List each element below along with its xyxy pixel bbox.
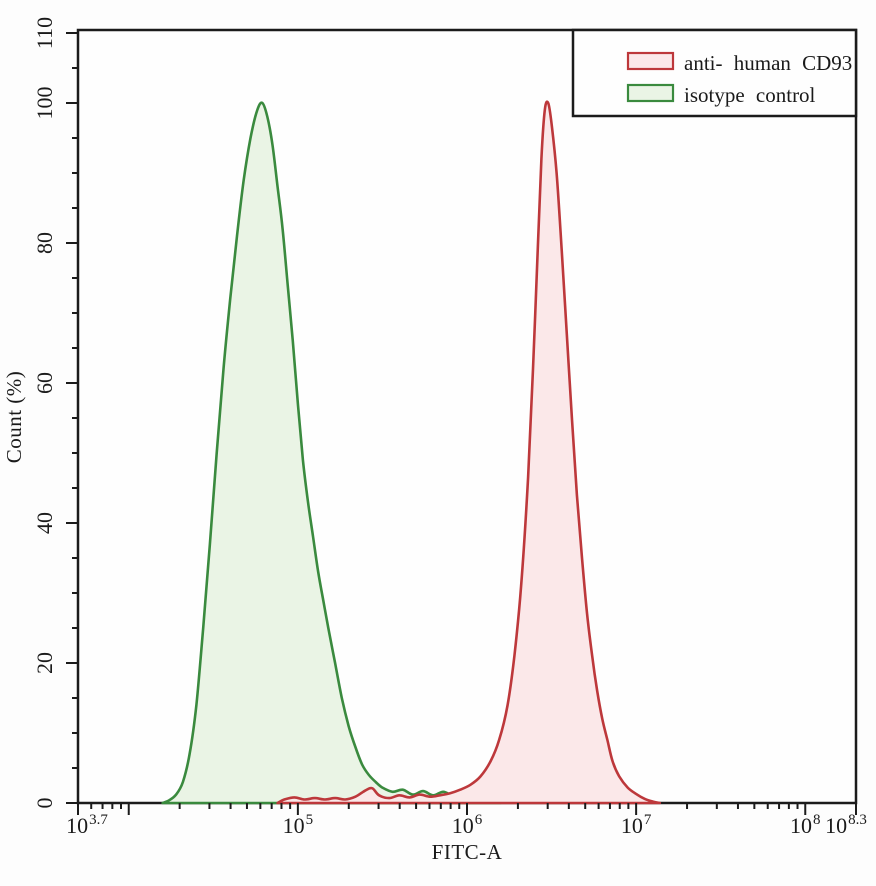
series-curve-anti-human-cd93: [276, 100, 662, 805]
legend-label-cd93: anti- human CD93: [684, 51, 852, 75]
x-tick-label: 103.7: [66, 812, 108, 838]
y-tick-label: 0: [32, 798, 57, 809]
y-axis-label: Count (%): [2, 371, 26, 464]
ticks-layer: [66, 32, 857, 815]
x-axis-label: FITC-A: [432, 840, 503, 864]
legend-label-isotype: isotype control: [684, 83, 816, 107]
legend-swatch-cd93: [626, 51, 675, 71]
plot-frame: [76, 28, 858, 805]
y-tick-label: 100: [32, 87, 57, 120]
y-tick-label: 60: [32, 372, 57, 394]
y-tick-label: 80: [32, 232, 57, 254]
tick-labels-layer: 103.7 105 106 107 108 108.3 0 20 40 60 80 100 110: [32, 17, 867, 838]
y-tick-label: 40: [32, 512, 57, 534]
legend-box: [571, 28, 858, 118]
legend-swatch-isotype: [626, 83, 675, 103]
x-tick-label: 106: [452, 812, 483, 838]
y-tick-label: 20: [32, 652, 57, 674]
series-curve-isotype-control: [161, 101, 503, 805]
y-tick-label: 110: [32, 17, 57, 49]
curves-layer: [161, 100, 662, 805]
legend: anti- human CD93 isotype control: [571, 28, 858, 118]
x-tick-label: 108: [790, 812, 821, 838]
x-tick-label: 108.3: [825, 812, 867, 838]
x-tick-label: 107: [621, 812, 652, 838]
x-tick-label: 105: [283, 812, 314, 838]
